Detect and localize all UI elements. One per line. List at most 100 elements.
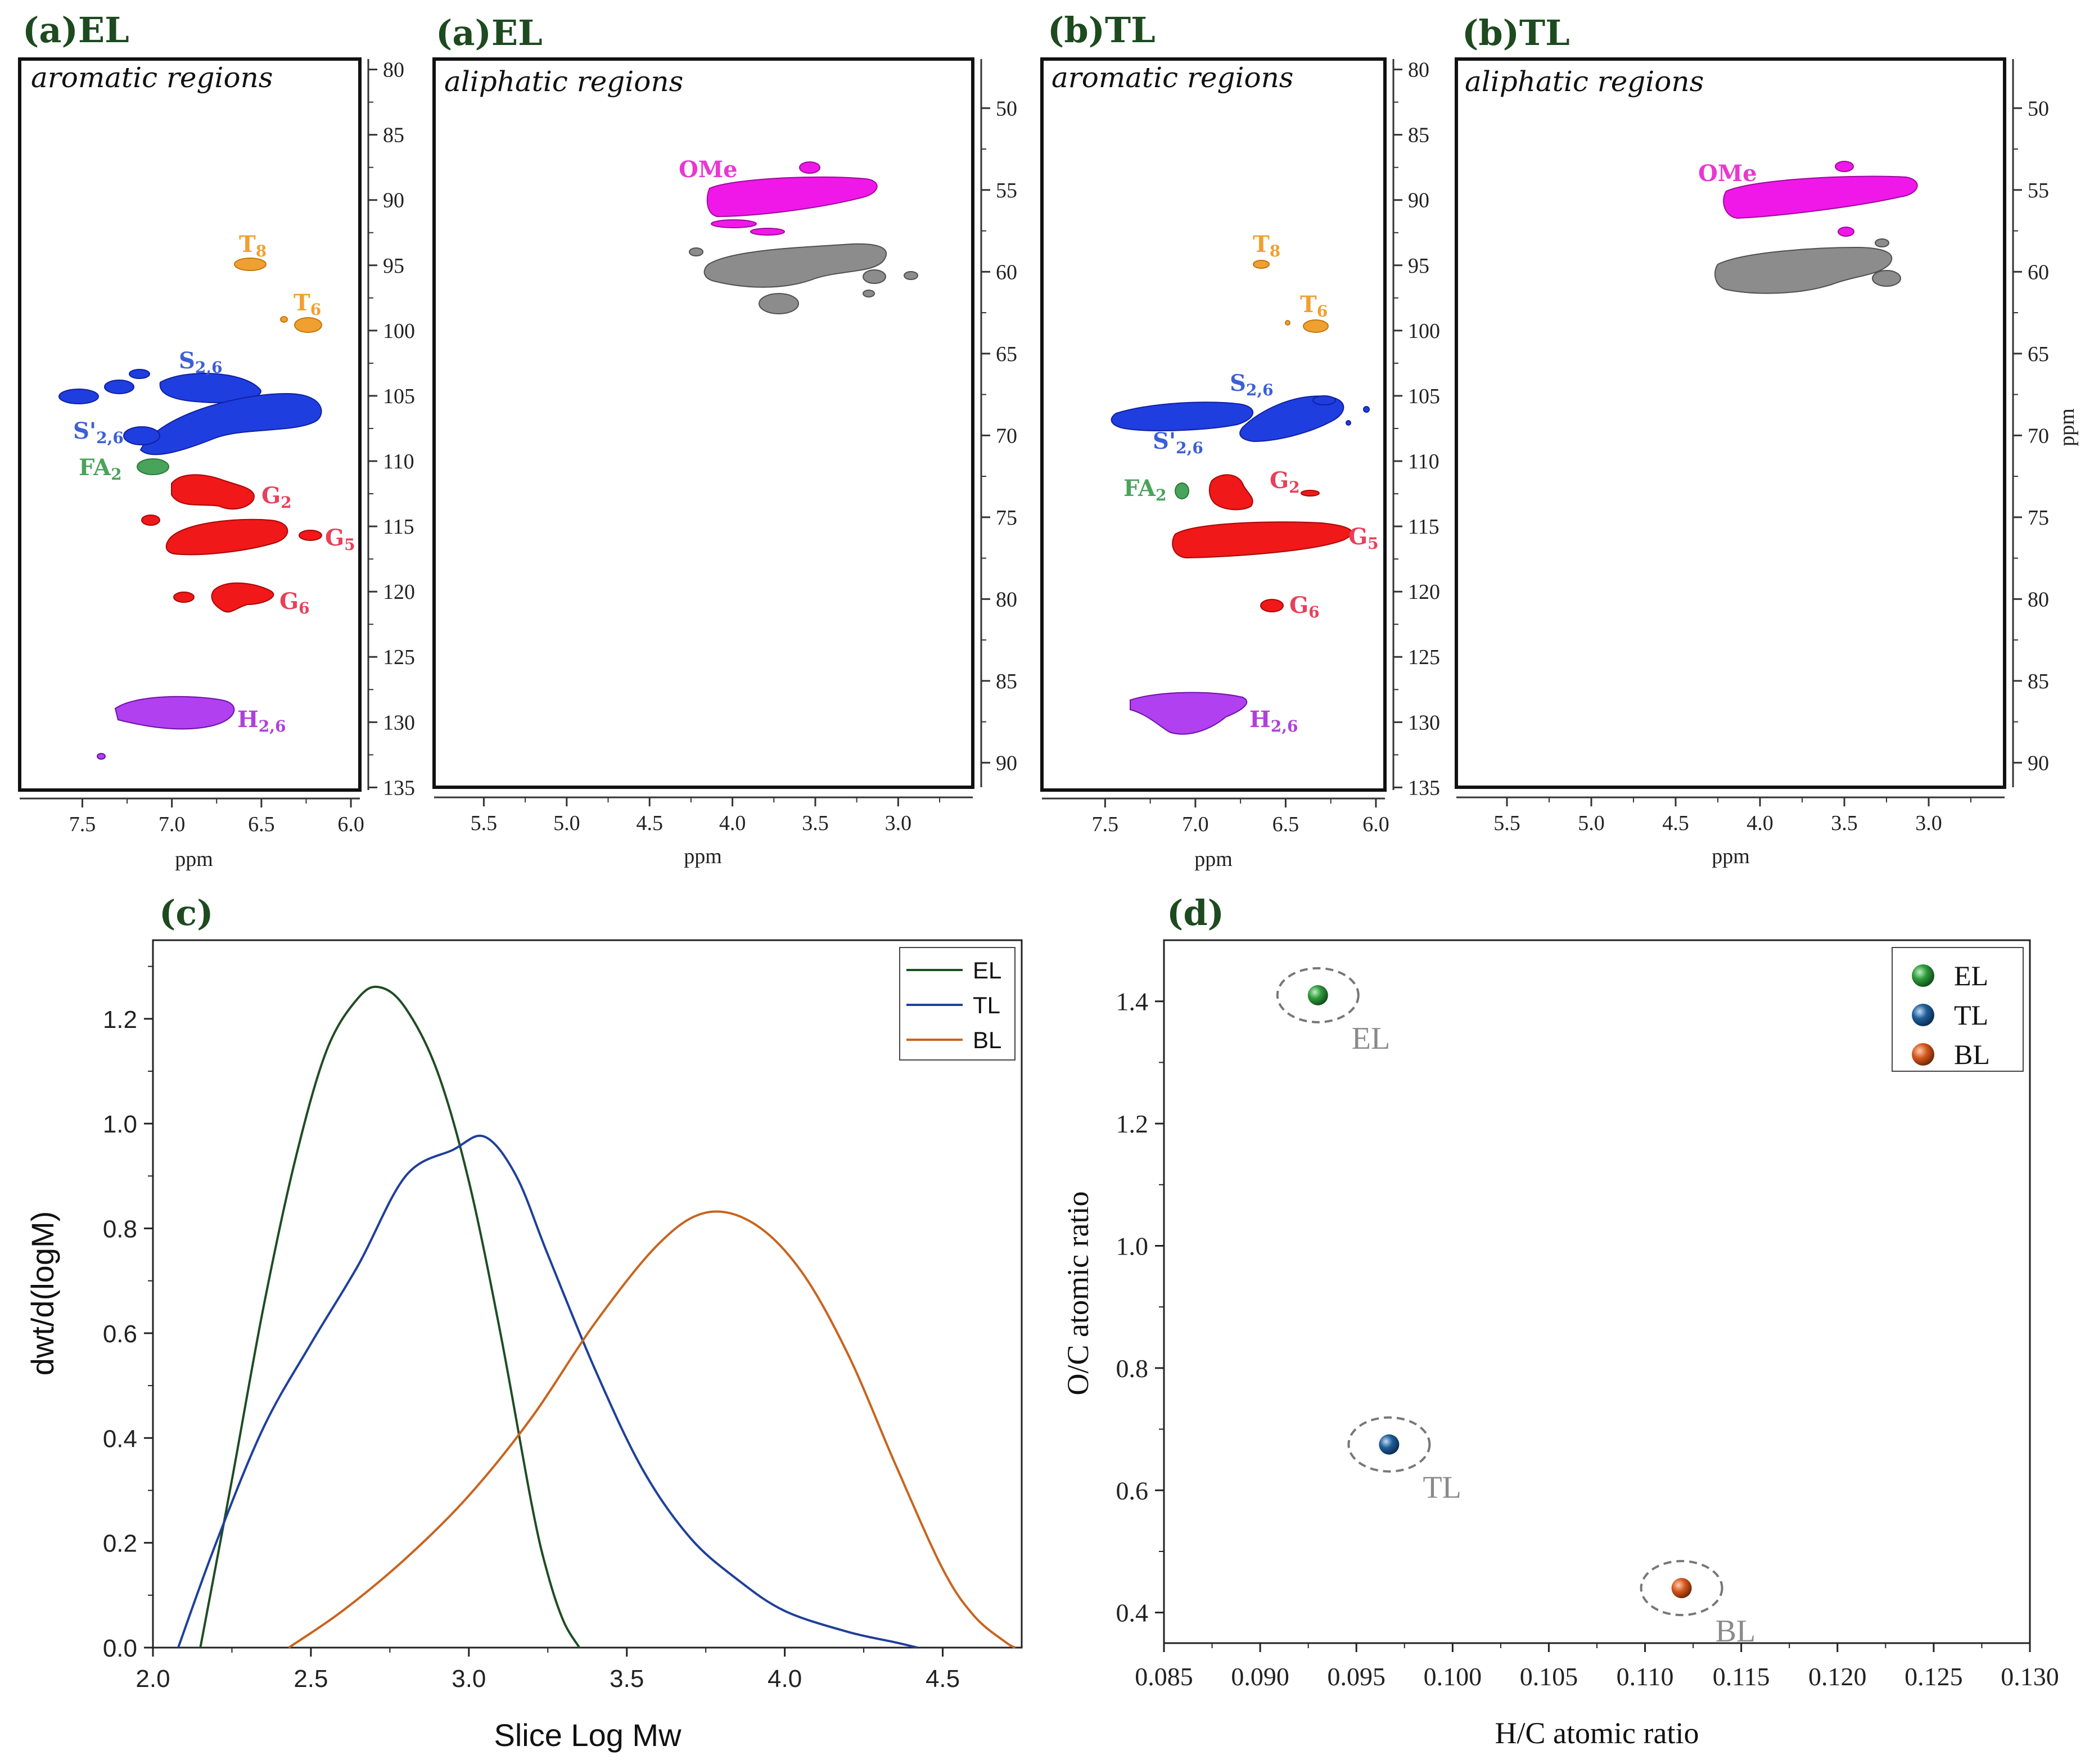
x-tick-label: 0.100 bbox=[1424, 1662, 1482, 1691]
series-line-tl bbox=[177, 1134, 918, 1649]
y-tick-label: 90 bbox=[1408, 189, 1429, 213]
x-tick-label: 5.5 bbox=[1493, 811, 1520, 835]
peak-label-h26: H2,6 bbox=[1249, 706, 1298, 736]
y-tick-label: 130 bbox=[383, 711, 415, 734]
legend-label: BL bbox=[1954, 1039, 1990, 1070]
peak-label-s26: S2,6 bbox=[179, 348, 223, 377]
y-tick-label: 1.4 bbox=[1116, 987, 1149, 1016]
x-tick-label: 3.5 bbox=[1831, 811, 1858, 835]
y-tick-label: 100 bbox=[1408, 319, 1440, 343]
y-tick-label: 80 bbox=[1408, 58, 1429, 82]
y-tick-label: 1.0 bbox=[1116, 1231, 1149, 1260]
y-tick-label: 95 bbox=[383, 254, 404, 278]
series-line-el bbox=[199, 985, 581, 1649]
scatter-point-el bbox=[1307, 985, 1328, 1005]
y-tick-label: 1.0 bbox=[103, 1111, 137, 1138]
x-tick-label: 3.5 bbox=[610, 1665, 644, 1693]
y-tick-label: 120 bbox=[1408, 580, 1440, 604]
contour-fa2 bbox=[1175, 482, 1189, 499]
y-tick-label: 70 bbox=[2028, 424, 2049, 448]
y-tick-label: 0.8 bbox=[1116, 1354, 1149, 1383]
contour-t6 bbox=[280, 316, 322, 333]
y-tick-label: 110 bbox=[383, 450, 414, 473]
legend-label: EL bbox=[1954, 960, 1988, 991]
x-tick-label: 0.115 bbox=[1713, 1662, 1770, 1691]
legend: EL TL BL bbox=[899, 947, 1016, 1061]
y-axis-label: O/C atomic ratio bbox=[1061, 1192, 1095, 1396]
legend-label: EL bbox=[973, 957, 1001, 983]
region-label: aromatic regions bbox=[31, 61, 273, 94]
panel-title: (b)TL bbox=[1048, 10, 1156, 51]
x-tick-label: 0.090 bbox=[1231, 1662, 1289, 1691]
x-tick-label: 0.085 bbox=[1135, 1662, 1193, 1691]
contour-h26 bbox=[97, 696, 235, 760]
legend-marker bbox=[1912, 1043, 1934, 1066]
legend-label: TL bbox=[1954, 999, 1988, 1031]
region-label: aromatic regions bbox=[1051, 61, 1293, 94]
x-tick-label: 3.0 bbox=[452, 1665, 486, 1693]
x-tick-label: 7.5 bbox=[1092, 813, 1119, 836]
contour-g6 bbox=[173, 582, 274, 613]
axis-ticks: 0.085 0.090 0.095 0.100 0.105 0.110 0.115 0.120… bbox=[1116, 987, 2059, 1691]
peak-label-t6: T6 bbox=[1300, 291, 1328, 321]
y-tick-label: 0.6 bbox=[1116, 1476, 1149, 1505]
panel-label: (c) bbox=[159, 892, 213, 933]
plot-frame bbox=[18, 57, 362, 792]
contour-ome bbox=[1723, 161, 1918, 237]
region-label: aliphatic regions bbox=[444, 65, 683, 98]
y-ticks: 80 85 90 95 100 105 110 115 120 125 130 135 bbox=[368, 58, 415, 800]
peak-label-fa2: FA2 bbox=[79, 454, 122, 484]
x-tick-label: 7.0 bbox=[1182, 813, 1209, 836]
x-tick-label: 7.0 bbox=[159, 813, 186, 836]
x-tick-label: 4.0 bbox=[768, 1665, 802, 1693]
y-axis-label: ppm bbox=[2055, 408, 2079, 446]
x-axis-label: ppm bbox=[1712, 845, 1750, 868]
scatter-point-bl bbox=[1671, 1578, 1692, 1599]
legend-marker bbox=[1912, 1004, 1934, 1026]
peak-label-g5: G5 bbox=[325, 525, 355, 554]
legend-label: BL bbox=[973, 1027, 1001, 1053]
panel-title: (b)TL bbox=[1462, 12, 1570, 53]
x-tick-label: 6.5 bbox=[1272, 813, 1299, 836]
x-ticks: 7.5 7.0 6.5 6.0 bbox=[69, 798, 364, 836]
x-ticks: 5.5 5.0 4.5 4.0 3.5 3.0 bbox=[1493, 797, 1971, 835]
y-tick-label: 1.2 bbox=[103, 1006, 137, 1034]
contour-s26 bbox=[1111, 395, 1370, 443]
x-tick-label: 4.0 bbox=[1746, 811, 1773, 835]
plot-frame bbox=[1455, 57, 2006, 789]
plot-frame bbox=[432, 57, 974, 789]
x-tick-label: 0.105 bbox=[1520, 1662, 1578, 1691]
y-tick-label: 90 bbox=[383, 189, 404, 213]
y-tick-label: 90 bbox=[996, 751, 1017, 775]
x-tick-label: 6.5 bbox=[248, 813, 275, 836]
y-tick-label: 135 bbox=[1408, 776, 1440, 800]
region-label: aliphatic regions bbox=[1465, 65, 1704, 98]
y-tick-label: 75 bbox=[996, 506, 1017, 530]
contour-gray-aliphatic bbox=[1714, 238, 1901, 294]
x-tick-label: 4.5 bbox=[926, 1665, 960, 1693]
legend: EL TL BL bbox=[1892, 947, 2024, 1072]
panel-d-scatter: (d) 0.085 0.090 0.095 0.100 0.105 0.110 0.115 0… bbox=[1061, 892, 2059, 1750]
series-line-bl bbox=[288, 1210, 1016, 1649]
y-axis-label: dwt/d(logM) bbox=[25, 1211, 60, 1376]
point-label: EL bbox=[1352, 1021, 1390, 1056]
x-tick-label: 4.5 bbox=[1662, 811, 1689, 835]
contour-g5 bbox=[1172, 521, 1352, 559]
peak-label-t8: T8 bbox=[1253, 231, 1280, 260]
y-tick-label: 0.2 bbox=[103, 1530, 137, 1558]
peak-label-g2: G2 bbox=[1270, 467, 1300, 497]
contour-s26 bbox=[58, 369, 322, 455]
y-tick-label: 65 bbox=[996, 342, 1017, 366]
y-ticks: 50 55 60 65 70 75 80 85 90 bbox=[2013, 97, 2049, 775]
y-tick-label: 70 bbox=[996, 424, 1017, 448]
y-tick-label: 60 bbox=[2028, 260, 2049, 284]
contour-h26 bbox=[1130, 692, 1248, 735]
contour-ome bbox=[706, 161, 878, 236]
x-ticks: 5.5 5.0 4.5 4.0 3.5 3.0 bbox=[471, 797, 941, 835]
y-tick-label: 135 bbox=[383, 776, 415, 800]
peak-label-h26: H2,6 bbox=[237, 706, 286, 736]
contour-g2 bbox=[171, 474, 255, 510]
y-ticks: 80 85 90 95 100 105 110 115 120 125 130 135 bbox=[1393, 58, 1440, 800]
x-tick-label: 0.130 bbox=[2001, 1662, 2059, 1691]
x-tick-label: 0.125 bbox=[1905, 1662, 1963, 1691]
